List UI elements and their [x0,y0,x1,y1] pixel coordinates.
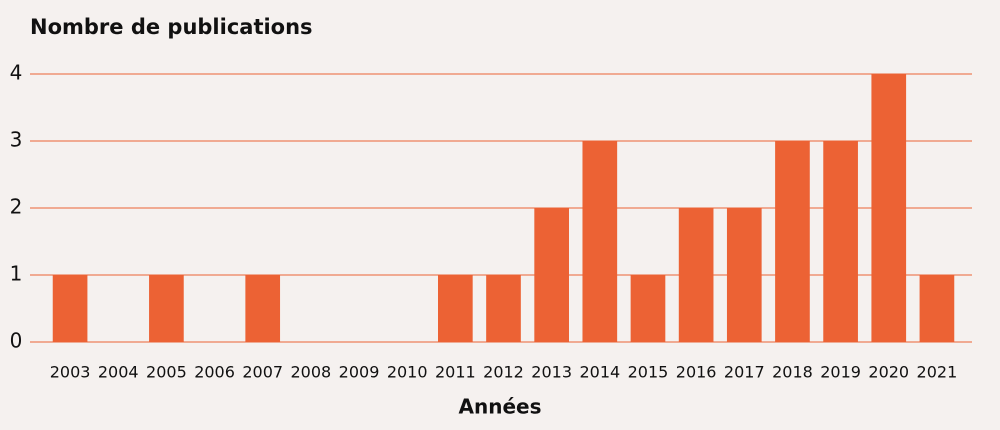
bar [149,275,184,342]
x-tick-label: 2003 [50,363,91,382]
x-tick-label: 2019 [820,363,861,382]
x-tick-label: 2016 [676,363,717,382]
y-tick-label: 3 [10,128,23,152]
x-tick-label: 2017 [724,363,765,382]
x-tick-label: 2006 [194,363,235,382]
x-tick-label: 2018 [772,363,813,382]
x-tick-label: 2010 [387,363,428,382]
x-tick-label: 2013 [531,363,572,382]
x-tick-label: 2007 [242,363,283,382]
bar [52,275,88,342]
bar [823,141,858,342]
y-tick-label: 2 [10,195,23,219]
x-tick-label: 2014 [579,363,620,382]
bar [582,141,618,342]
bar [919,275,955,342]
x-tick-label: 2021 [917,363,958,382]
x-tick-label: 2011 [435,363,476,382]
x-axis-label: Années [459,395,542,419]
x-tick-label: 2004 [98,363,139,382]
x-tick-label: 2005 [146,363,187,382]
bar [678,208,714,342]
y-tick-label: 4 [10,61,23,85]
chart-title: Nombre de publications [30,15,313,39]
bar [245,275,281,342]
bar [534,208,569,342]
x-tick-label: 2012 [483,363,524,382]
bar [630,275,666,342]
bar [726,208,762,342]
x-tick-label: 2015 [628,363,669,382]
x-tick-label: 2008 [291,363,332,382]
bar [486,275,521,342]
x-tick-label: 2009 [339,363,380,382]
bar [871,74,907,342]
y-tick-label: 0 [10,329,23,353]
x-tick-label: 2020 [868,363,909,382]
bar [775,141,810,342]
bar [438,275,473,342]
y-tick-label: 1 [10,262,23,286]
